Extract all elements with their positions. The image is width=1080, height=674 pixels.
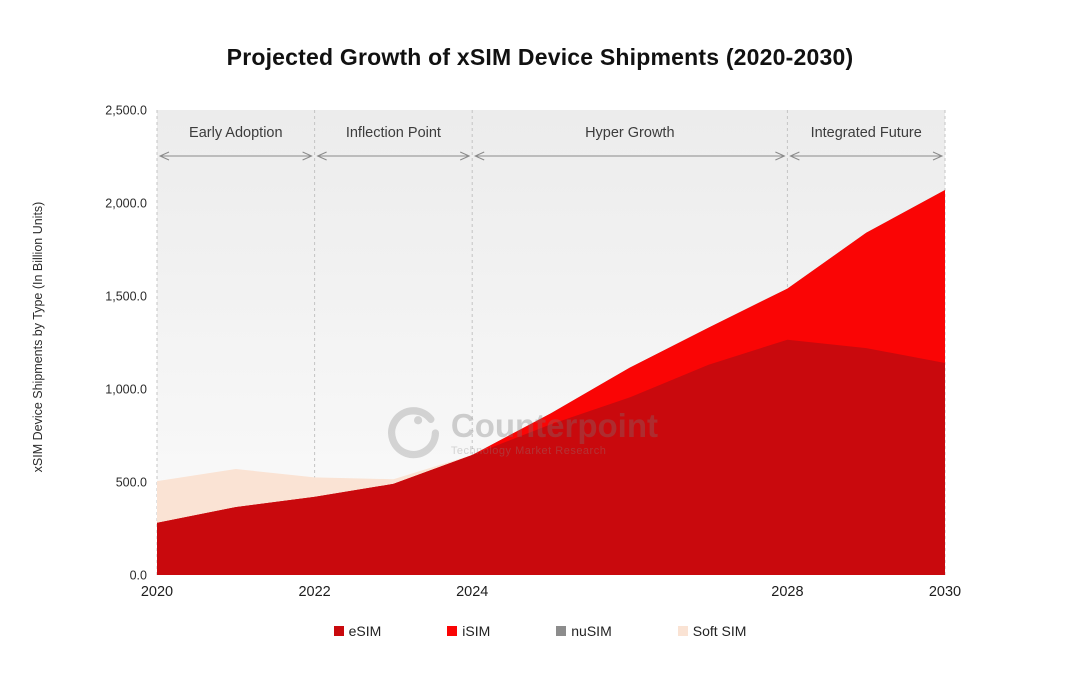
legend-item-esim: eSIM <box>333 623 382 639</box>
legend-swatch-icon <box>447 626 458 636</box>
legend-label: iSIM <box>462 623 491 639</box>
legend-item-isim: iSIM <box>447 623 490 639</box>
legend-item-soft-sim: Soft SIM <box>677 623 747 639</box>
x-tick-label: 2020 <box>141 584 173 600</box>
arrow-head-left-icon <box>789 151 800 161</box>
arrow-head-right-icon <box>302 151 313 161</box>
arrow-head-right-icon <box>775 151 786 161</box>
arrow-head-left-icon <box>473 151 485 161</box>
y-tick-label: 0.0 <box>130 569 147 583</box>
legend-label: Soft SIM <box>692 623 747 639</box>
phase-label-1: Inflection Point <box>346 125 441 141</box>
phase-label-0: Early Adoption <box>189 125 283 141</box>
chart-legend: eSIM iSIM nuSIM Soft SIM <box>0 623 1080 639</box>
y-tick-label: 500.0 <box>116 476 147 490</box>
phase-label-2: Hyper Growth <box>585 125 674 141</box>
y-tick-label: 2,000.0 <box>105 197 147 211</box>
y-tick-label: 1,500.0 <box>105 290 147 304</box>
arrow-head-left-icon <box>158 151 170 161</box>
arrow-head-right-icon <box>459 151 471 161</box>
legend-label: eSIM <box>348 623 382 639</box>
arrow-head-right-icon <box>932 151 944 161</box>
x-tick-label: 2024 <box>456 584 488 600</box>
x-tick-label: 2022 <box>298 584 330 600</box>
area-esim <box>157 339 945 575</box>
legend-label: nuSIM <box>571 623 612 639</box>
y-tick-label: 2,500.0 <box>105 104 147 118</box>
legend-item-nusim: nuSIM <box>556 623 612 639</box>
legend-swatch-icon <box>677 626 688 636</box>
x-tick-label: 2030 <box>929 584 961 600</box>
x-tick-label: 2028 <box>771 584 803 600</box>
phase-label-3: Integrated Future <box>811 125 922 141</box>
arrow-head-left-icon <box>316 151 327 161</box>
page-title: Projected Growth of xSIM Device Shipment… <box>226 44 854 70</box>
y-tick-label: 1,000.0 <box>105 383 147 397</box>
legend-swatch-icon <box>556 626 567 636</box>
legend-swatch-icon <box>333 626 344 636</box>
